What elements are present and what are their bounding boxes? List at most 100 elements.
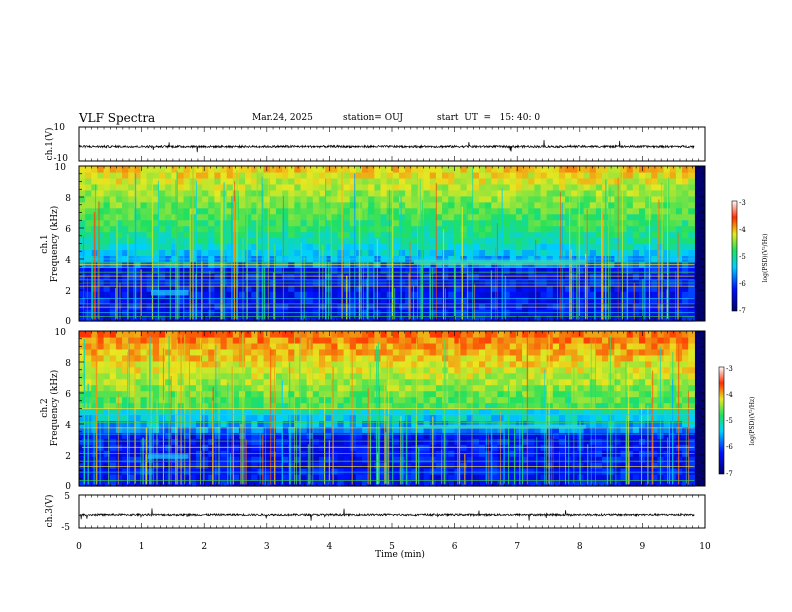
psd-cell <box>109 336 117 344</box>
psd-cell <box>571 342 579 350</box>
psd-cell <box>368 315 375 322</box>
psd-cell <box>663 183 671 191</box>
psd-cell <box>405 331 412 338</box>
psd-cell <box>91 480 99 487</box>
psd-cell <box>263 456 271 463</box>
psd-cell <box>337 384 345 392</box>
psd-cell <box>577 171 585 179</box>
psd-cell <box>349 166 357 173</box>
psd-cell <box>675 195 683 203</box>
psd-cell <box>392 171 400 179</box>
psd-cell <box>583 166 591 173</box>
psd-cell <box>79 348 86 356</box>
psd-cell <box>442 348 449 356</box>
psd-cell <box>448 426 455 433</box>
psd-cell <box>115 384 123 392</box>
psd-cell <box>478 468 486 475</box>
psd-cell <box>398 201 406 209</box>
psd-cell <box>374 171 382 179</box>
psd-cell <box>122 213 129 221</box>
psd-cell <box>318 273 326 280</box>
psd-cell <box>362 213 369 221</box>
psd-cell <box>528 231 535 239</box>
psd-cell <box>288 396 295 404</box>
psd-cell <box>515 342 523 350</box>
psd-cell <box>282 231 289 239</box>
psd-cell <box>485 243 492 251</box>
psd-cell <box>312 219 320 227</box>
psd-cell <box>245 189 252 197</box>
psd-cell <box>325 171 332 179</box>
psd-cell <box>460 225 468 233</box>
psd-cell <box>140 384 148 392</box>
psd-cell <box>497 354 505 362</box>
psd-cell <box>565 171 572 179</box>
psd-cell <box>405 183 412 191</box>
psd-cell <box>632 297 640 304</box>
psd-cell <box>558 480 566 487</box>
psd-cell <box>134 285 142 292</box>
psd-cell <box>300 432 308 439</box>
psd-cell <box>368 219 375 227</box>
psd-cell <box>485 201 492 209</box>
psd-cell <box>448 414 455 422</box>
psd-cell <box>183 396 191 404</box>
psd-cell <box>318 303 326 310</box>
psd-cell <box>491 243 499 251</box>
psd-cell <box>325 195 332 203</box>
psd-cell <box>208 384 215 392</box>
psd-cell <box>232 189 240 197</box>
psd-cell <box>577 237 585 245</box>
psd-cell <box>417 438 425 445</box>
psd-cell <box>374 213 382 221</box>
psd-cell <box>405 438 412 445</box>
psd-cell <box>128 171 135 179</box>
psd-cell <box>503 468 511 475</box>
psd-cell <box>159 390 166 398</box>
psd-cell <box>682 291 689 298</box>
psd-cell <box>355 462 363 469</box>
psd-cell <box>294 414 302 422</box>
psd-cell <box>91 390 99 398</box>
psd-cell <box>688 166 695 173</box>
psd-cell <box>546 372 554 380</box>
psd-cell <box>448 462 455 469</box>
psd-cell <box>251 285 259 292</box>
psd-cell <box>380 384 388 392</box>
psd-cell <box>318 249 326 257</box>
psd-cell <box>263 360 271 368</box>
psd-cell <box>552 207 560 215</box>
psd-cell <box>546 166 554 173</box>
psd-cell <box>91 366 99 374</box>
psd-cell <box>540 480 548 487</box>
psd-cell <box>429 384 437 392</box>
psd-cell <box>152 219 160 227</box>
psd-cell <box>663 249 671 257</box>
psd-cell <box>558 378 566 386</box>
psd-cell <box>558 474 566 481</box>
psd-cell <box>97 384 105 392</box>
psd-cell <box>325 249 332 257</box>
psd-cell <box>398 195 406 203</box>
psd-cell <box>546 390 554 398</box>
psd-cell <box>337 183 345 191</box>
psd-cell <box>478 267 486 274</box>
psd-cell <box>275 348 283 356</box>
psd-cell <box>226 336 234 344</box>
psd-cell <box>534 225 542 233</box>
psd-cell <box>657 189 665 197</box>
psd-cell <box>269 432 277 439</box>
psd-cell <box>177 297 185 304</box>
psd-cell <box>109 474 117 481</box>
psd-cell <box>534 414 542 422</box>
psd-cell <box>663 195 671 203</box>
psd-cell <box>214 426 222 433</box>
psd-cell <box>202 291 209 298</box>
psd-cell <box>405 291 412 298</box>
psd-cell <box>232 342 240 350</box>
psd-cell <box>509 243 517 251</box>
psd-cell <box>134 366 142 374</box>
psd-cell <box>208 267 215 274</box>
psd-cell <box>189 420 197 427</box>
